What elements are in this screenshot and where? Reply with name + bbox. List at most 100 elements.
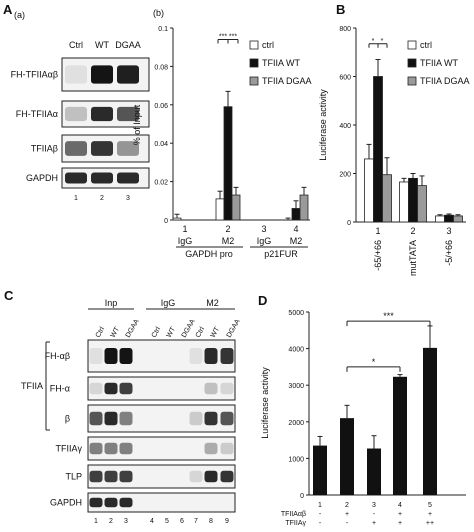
blot-row-label: FH-αβ [45,351,70,361]
bar [423,347,437,495]
band [204,348,218,364]
lane-label: DGAA [125,318,141,339]
blot-row-label: FH-TFIIAαβ [11,70,58,80]
bar-ctrl [215,198,225,221]
band [119,382,133,395]
condition-label: TFIIAαβ [281,511,306,518]
lane-number: 2 [109,518,113,525]
legend-swatch [407,58,417,68]
y-tick-label: 0.08 [154,64,168,71]
panel-a-letter: A [3,2,13,17]
legend-swatch [249,40,259,50]
y-tick-label: 4000 [288,347,304,354]
group-caption: GAPDH pro [185,249,233,259]
blot-row-label: FH-TFIIAα [16,109,58,119]
band [220,382,234,395]
lane-label: WT [110,325,122,339]
condition-value: ++ [426,520,434,527]
band [189,411,203,426]
condition-value: - [319,511,322,518]
condition-value: + [345,511,349,518]
y-axis-label: % of Input [132,104,142,145]
lane-number: 3 [126,195,130,202]
band [119,442,133,455]
bar-ctrl [399,181,409,223]
lane-number: 3 [124,518,128,525]
panel-a-sublabel: (a) [14,10,25,20]
band [117,141,139,156]
blot-row-label: GAPDH [26,173,58,183]
category-number: 3 [372,502,376,509]
group-label: IgG [161,298,176,308]
y-tick-label: 3000 [288,383,304,390]
legend-swatch [249,58,259,68]
legend-swatch [407,76,417,86]
band [104,411,118,426]
sig-label: *** [229,34,237,41]
lane-label: Ctrl [95,326,107,339]
band [89,348,103,364]
bar-ctrl [172,217,182,221]
legend-label: ctrl [262,40,274,50]
category-number: 2 [345,502,349,509]
group-label: M2 [290,236,303,246]
bar [340,418,354,495]
group-number: 1 [182,224,187,234]
y-tick-label: 0 [164,218,168,225]
lane-number: 5 [165,518,169,525]
panel-label: B [336,2,345,17]
band [104,470,118,483]
bar-tfiia-wt [408,177,418,223]
bar [393,376,407,495]
band [65,65,87,84]
group-label: M2 [206,298,219,308]
legend-swatch [407,40,417,50]
bar [367,448,381,495]
lane-label-wt: WT [95,40,109,50]
y-tick-label: 1000 [288,456,304,463]
band [189,348,203,364]
band [91,65,113,84]
y-tick-label: 5000 [288,310,304,317]
sig-label: * [372,357,376,367]
y-tick-label: 800 [339,26,351,33]
band [117,106,139,122]
band [91,141,113,156]
band [119,470,133,483]
group-number: 3 [261,224,266,234]
group-label: IgG [257,236,272,246]
bar-tfiia-wt [373,76,383,223]
band [119,411,133,426]
band [204,442,218,455]
lane-number: 7 [194,518,198,525]
band [117,172,139,184]
blot-row-label: TFIIAγ [56,444,83,454]
sig-label: *** [383,311,394,321]
lane-label-dgaa: DGAA [115,40,141,50]
band [104,382,118,395]
lane-label: WT [166,325,178,339]
legend-label: TFIIA DGAA [262,76,312,86]
panel-a-blot: A (a) Ctrl WT DGAA FH-TFIIAαβ FH-TFIIAα TFIIA… [3,2,150,202]
band [89,497,103,508]
y-tick-label: 0.1 [158,26,168,33]
chart-b-chip: (b) 0 0.02 0.04 0.06 0.08 0.1 % of Input 1 IgG 2 M2… [132,8,312,259]
y-axis-label: Luciferase activity [318,89,328,161]
band [91,106,113,122]
category-number: 2 [410,226,415,236]
bar-tfiia-wt [444,214,454,223]
group-label: IgG [178,236,193,246]
group-caption: p21FUR [264,249,298,259]
band [189,470,203,483]
blot-row-label: TLP [65,472,82,482]
band [65,172,87,184]
lane-label: DGAA [226,318,242,339]
sig-label: * [372,38,375,45]
band [119,497,133,508]
lane-label: WT [210,325,222,339]
band [89,442,103,455]
blot-row-label: FH-α [50,384,70,394]
y-tick-label: 0.06 [154,103,168,110]
band [220,411,234,426]
